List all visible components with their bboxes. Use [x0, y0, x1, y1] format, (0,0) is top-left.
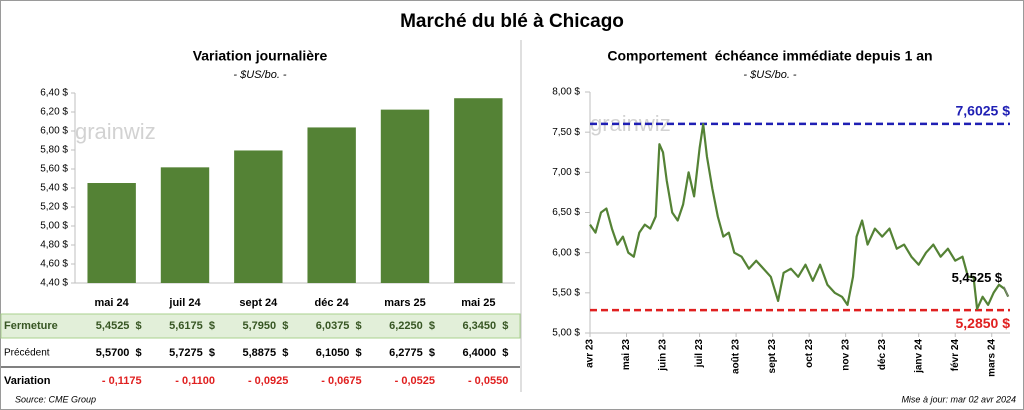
x-tick-label: mars 25 [384, 297, 426, 309]
x-tick-label: juil 24 [168, 297, 201, 309]
table-cell: - 0,1175 [102, 375, 142, 387]
price-line [589, 123, 1010, 310]
table-cell: - 0,0525 [395, 375, 435, 387]
y-tick-label: 7,00 $ [552, 167, 580, 178]
y-tick-label: 5,80 $ [40, 145, 68, 156]
y-tick-label: 6,20 $ [40, 107, 68, 118]
row-label: Fermeture [4, 320, 58, 332]
reference-label: 7,6025 $ [956, 103, 1011, 119]
last-value-pointer [1003, 286, 1009, 297]
x-tick-label: sept 24 [239, 297, 278, 309]
y-tick-label: 6,40 $ [40, 88, 68, 99]
bar [160, 167, 210, 283]
x-tick-label: mars 24 [986, 339, 997, 377]
bar [380, 109, 430, 283]
x-tick-label: févr 24 [950, 339, 961, 372]
x-tick-label: janv 24 [913, 339, 924, 374]
x-tick-label: oct 23 [804, 339, 815, 368]
table-cell: - 0,0925 [248, 375, 288, 387]
x-tick-label: août 23 [731, 339, 742, 374]
y-tick-label: 5,20 $ [40, 202, 68, 213]
y-tick-label: 7,50 $ [552, 127, 580, 138]
y-tick-label: 5,60 $ [40, 164, 68, 175]
y-tick-label: 5,40 $ [40, 183, 68, 194]
table-cell: - 0,1100 [175, 375, 215, 387]
table-cell: 5,6175 $ [169, 320, 215, 332]
row-label: Variation [4, 375, 51, 387]
table-cell: 5,4525 $ [96, 320, 142, 332]
x-tick-label: nov 23 [840, 339, 851, 371]
table-cell: 6,3450 $ [462, 320, 508, 332]
reference-label: 5,2850 $ [956, 315, 1011, 331]
chart-title: Variation journalière [193, 48, 328, 64]
main-title: Marché du blé à Chicago [400, 11, 624, 32]
chart-subtitle: - $US/bo. - [233, 69, 287, 81]
update-note: Mise à jour: mar 02 avr 2024 [901, 394, 1016, 404]
x-tick-label: mai 23 [621, 339, 632, 371]
bar [454, 98, 503, 283]
bar [87, 183, 136, 283]
table-cell: - 0,0550 [468, 375, 508, 387]
table-cell: 5,7950 $ [242, 320, 288, 332]
chart-title: Comportement échéance immédiate depuis 1… [607, 48, 932, 64]
y-tick-label: 5,50 $ [552, 287, 580, 298]
table-cell: - 0,0675 [321, 375, 361, 387]
table-cell: 6,4000 $ [462, 347, 508, 359]
y-tick-label: 4,40 $ [40, 278, 68, 289]
y-tick-label: 4,80 $ [40, 240, 68, 251]
table-cell: 6,1050 $ [316, 347, 362, 359]
table-cell: 6,2250 $ [389, 320, 435, 332]
y-tick-label: 8,00 $ [552, 87, 580, 98]
chart-subtitle: - $US/bo. - [743, 69, 797, 81]
x-tick-label: déc 24 [315, 297, 350, 309]
x-tick-label: avr 23 [585, 339, 596, 368]
table-cell: 5,7275 $ [169, 347, 215, 359]
x-tick-label: déc 23 [877, 339, 888, 371]
bar [234, 150, 283, 283]
x-tick-label: juil 23 [694, 339, 705, 369]
last-value-label: 5,4525 $ [952, 270, 1003, 285]
y-tick-label: 5,00 $ [40, 221, 68, 232]
table-cell: 5,5700 $ [96, 347, 142, 359]
x-tick-label: sept 23 [767, 339, 778, 374]
table-cell: 6,2775 $ [389, 347, 435, 359]
y-tick-label: 6,00 $ [552, 247, 580, 258]
bar [307, 127, 356, 283]
x-tick-label: juin 23 [658, 339, 669, 372]
y-tick-label: 4,60 $ [40, 259, 68, 270]
x-tick-label: mai 24 [95, 297, 130, 309]
y-tick-label: 6,00 $ [40, 126, 68, 137]
table-cell: 5,8875 $ [242, 347, 288, 359]
highlight-row [0, 313, 521, 339]
source: Source: CME Group [15, 394, 96, 404]
y-tick-label: 5,00 $ [552, 328, 580, 339]
row-label: Précédent [4, 348, 50, 359]
watermark: grainwiz [75, 119, 156, 144]
x-tick-label: mai 25 [461, 297, 495, 309]
table-cell: 6,0375 $ [316, 320, 362, 332]
y-tick-label: 6,50 $ [552, 207, 580, 218]
